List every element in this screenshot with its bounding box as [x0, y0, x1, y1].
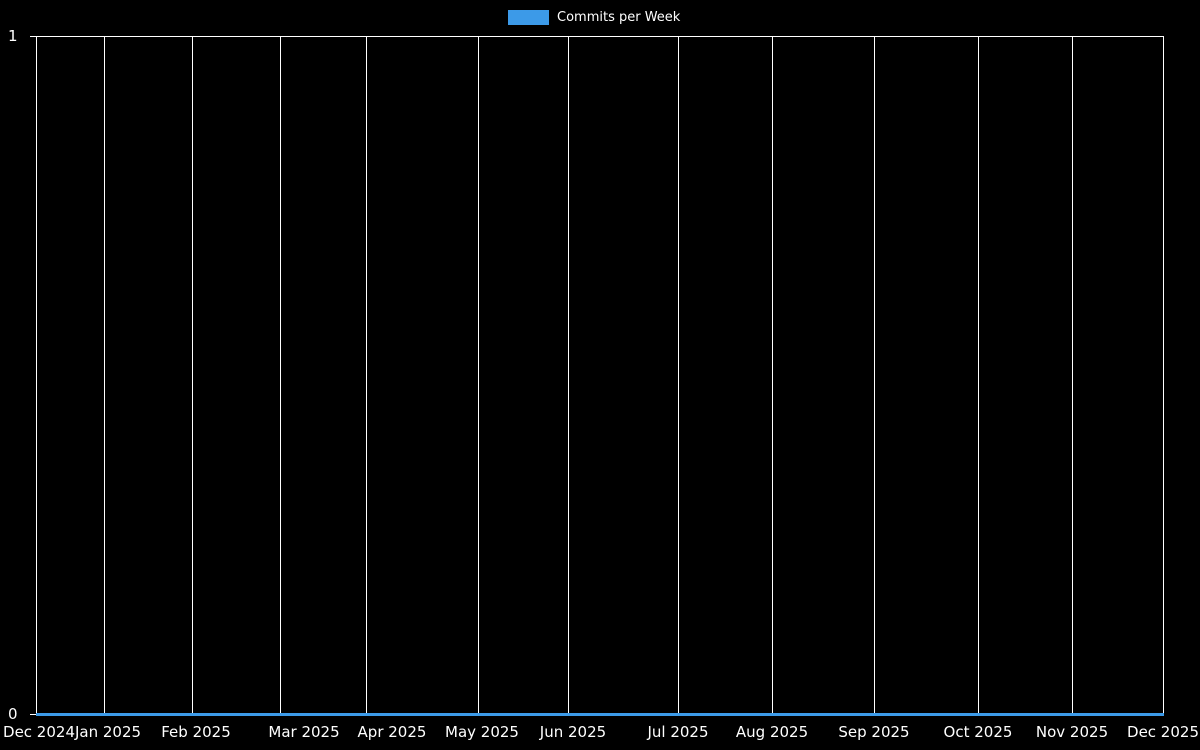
x-tick-label-dec-2025: Dec 2025: [1127, 723, 1199, 741]
series-line-commits-per-week: [36, 713, 1164, 716]
y-tick-mark-1: [30, 36, 36, 37]
x-tick-label-nov-2025: Nov 2025: [1035, 723, 1109, 741]
axis-left-spine: [36, 36, 37, 715]
gridline-vertical: [978, 36, 979, 715]
gridline-vertical: [772, 36, 773, 715]
x-tick-label-dec-2024: Dec 2024: [3, 723, 75, 741]
x-tick-label-sep-2025: Sep 2025: [838, 723, 910, 741]
x-tick-label-mar-2025: Mar 2025: [268, 723, 340, 741]
plot-area: [36, 36, 1164, 715]
x-tick-label-aug-2025: Aug 2025: [735, 723, 809, 741]
x-tick-label-jun-2025: Jun 2025: [539, 723, 607, 741]
x-tick-label-apr-2025: Apr 2025: [357, 723, 427, 741]
gridline-vertical: [1163, 36, 1164, 715]
chart-legend: Commits per Week: [508, 8, 680, 26]
gridline-vertical: [478, 36, 479, 715]
gridline-vertical: [1072, 36, 1073, 715]
y-tick-mark-0: [30, 714, 36, 715]
axis-top-spine: [36, 36, 1164, 37]
x-tick-label-jul-2025: Jul 2025: [647, 723, 709, 741]
legend-swatch-commits-per-week: [508, 9, 549, 25]
x-tick-label-feb-2025: Feb 2025: [161, 723, 231, 741]
gridline-vertical: [568, 36, 569, 715]
legend-label-commits-per-week: Commits per Week: [557, 9, 681, 25]
gridline-vertical: [192, 36, 193, 715]
y-tick-label-1: 1: [8, 27, 18, 45]
x-tick-label-may-2025: May 2025: [445, 723, 519, 741]
x-tick-label-oct-2025: Oct 2025: [943, 723, 1013, 741]
y-tick-label-0: 0: [8, 705, 18, 723]
gridline-vertical: [280, 36, 281, 715]
gridline-vertical: [874, 36, 875, 715]
gridline-vertical: [104, 36, 105, 715]
gridline-vertical: [366, 36, 367, 715]
gridline-vertical: [678, 36, 679, 715]
x-tick-label-jan-2025: Jan 2025: [74, 723, 142, 741]
